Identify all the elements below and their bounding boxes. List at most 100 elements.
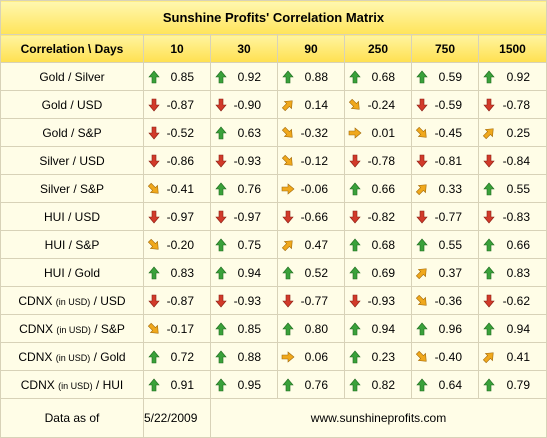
correlation-value: 0.94 xyxy=(506,321,530,336)
correlation-cell: -0.90 xyxy=(210,90,278,119)
correlation-value: -0.87 xyxy=(166,97,194,112)
correlation-cell: -0.78 xyxy=(344,146,412,175)
correlation-cell: 0.83 xyxy=(143,258,211,287)
matrix-row: Silver / USD -0.86 -0.93 -0.12 -0.78 -0.81 -0.… xyxy=(0,146,547,175)
green-up-arrow-icon xyxy=(348,350,362,364)
correlation-value: -0.62 xyxy=(502,293,530,308)
green-up-arrow-icon xyxy=(415,322,429,336)
pair-label-text: Gold / S&P xyxy=(42,125,102,140)
green-up-arrow-icon xyxy=(482,322,496,336)
correlation-cell: 0.79 xyxy=(478,370,547,399)
correlation-cell: -0.93 xyxy=(210,146,278,175)
green-up-arrow-icon xyxy=(348,70,362,84)
correlation-cell: 0.76 xyxy=(277,370,345,399)
correlation-value: -0.41 xyxy=(166,181,194,196)
correlation-value: 0.59 xyxy=(438,69,462,84)
matrix-row: CDNX (in USD) / Gold 0.72 0.88 0.06 0.23 -0.4… xyxy=(0,342,547,371)
green-up-arrow-icon xyxy=(214,350,228,364)
correlation-value: 0.92 xyxy=(237,69,261,84)
correlation-cell: 0.95 xyxy=(210,370,278,399)
red-down-arrow-icon xyxy=(348,210,362,224)
correlation-value: 0.01 xyxy=(371,125,395,140)
orange-down-right-arrow-icon xyxy=(415,350,429,364)
red-down-arrow-icon xyxy=(147,294,161,308)
correlation-value: -0.24 xyxy=(367,97,395,112)
pair-label: HUI / S&P xyxy=(0,230,144,259)
pair-label-text: CDNX xyxy=(19,321,57,336)
correlation-cell: 0.92 xyxy=(210,62,278,91)
correlation-value: 0.06 xyxy=(304,349,328,364)
green-up-arrow-icon xyxy=(348,182,362,196)
correlation-value: -0.17 xyxy=(166,321,194,336)
correlation-cell: -0.77 xyxy=(411,202,479,231)
correlation-cell: -0.45 xyxy=(411,118,479,147)
correlation-value: -0.12 xyxy=(300,153,328,168)
correlation-cell: 0.68 xyxy=(344,62,412,91)
red-down-arrow-icon xyxy=(214,210,228,224)
green-up-arrow-icon xyxy=(482,182,496,196)
red-down-arrow-icon xyxy=(415,154,429,168)
pair-label-text: CDNX xyxy=(18,293,56,308)
pair-label: CDNX (in USD) / S&P xyxy=(0,314,144,343)
correlation-value: -0.66 xyxy=(300,209,328,224)
correlation-cell: -0.84 xyxy=(478,146,547,175)
orange-right-arrow-icon xyxy=(281,182,295,196)
days-header-250: 250 xyxy=(344,34,412,63)
correlation-cell: 0.85 xyxy=(210,314,278,343)
correlation-value: 0.83 xyxy=(506,265,530,280)
correlation-cell: 0.88 xyxy=(277,62,345,91)
days-header-10: 10 xyxy=(143,34,211,63)
orange-up-right-arrow-icon xyxy=(482,126,496,140)
pair-label: Gold / USD xyxy=(0,90,144,119)
pair-label: Gold / S&P xyxy=(0,118,144,147)
matrix-row: Silver / S&P -0.41 0.76 -0.06 0.66 0.33 0.55 xyxy=(0,174,547,203)
orange-down-right-arrow-icon xyxy=(415,294,429,308)
correlation-value: 0.64 xyxy=(438,377,462,392)
correlation-cell: -0.40 xyxy=(411,342,479,371)
correlation-cell: -0.97 xyxy=(143,202,211,231)
days-header-1500: 1500 xyxy=(478,34,547,63)
correlation-cell: 0.23 xyxy=(344,342,412,371)
correlation-value: 0.94 xyxy=(371,321,395,336)
correlation-cell: -0.24 xyxy=(344,90,412,119)
correlation-cell: 0.76 xyxy=(210,174,278,203)
matrix-row: CDNX (in USD) / USD -0.87 -0.93 -0.77 -0.93 -… xyxy=(0,286,547,315)
correlation-cell: 0.33 xyxy=(411,174,479,203)
correlation-cell: 0.80 xyxy=(277,314,345,343)
red-down-arrow-icon xyxy=(482,210,496,224)
matrix-row: CDNX (in USD) / S&P -0.17 0.85 0.80 0.94 0.96… xyxy=(0,314,547,343)
orange-down-right-arrow-icon xyxy=(348,98,362,112)
green-up-arrow-icon xyxy=(214,238,228,252)
pair-label-qualifier: (in USD) xyxy=(55,296,91,307)
correlation-cell: -0.41 xyxy=(143,174,211,203)
pair-label-text: CDNX xyxy=(18,349,56,364)
correlation-cell: -0.12 xyxy=(277,146,345,175)
correlation-cell: 0.88 xyxy=(210,342,278,371)
matrix-row: HUI / S&P -0.20 0.75 0.47 0.68 0.55 0.66 xyxy=(0,230,547,259)
matrix-row: Gold / USD -0.87 -0.90 0.14 -0.24 -0.59 -0.78 xyxy=(0,90,547,119)
red-down-arrow-icon xyxy=(281,210,295,224)
red-down-arrow-icon xyxy=(147,126,161,140)
correlation-cell: 0.94 xyxy=(210,258,278,287)
red-down-arrow-icon xyxy=(415,98,429,112)
pair-label-text: Gold / Silver xyxy=(39,69,105,84)
green-up-arrow-icon xyxy=(415,70,429,84)
green-up-arrow-icon xyxy=(214,322,228,336)
correlation-value: 0.95 xyxy=(237,377,261,392)
red-down-arrow-icon xyxy=(147,210,161,224)
correlation-value: 0.25 xyxy=(506,125,530,140)
green-up-arrow-icon xyxy=(348,322,362,336)
correlation-cell: -0.20 xyxy=(143,230,211,259)
red-down-arrow-icon xyxy=(214,154,228,168)
correlation-cell: 0.59 xyxy=(411,62,479,91)
correlation-value: -0.82 xyxy=(367,209,395,224)
green-up-arrow-icon xyxy=(147,378,161,392)
correlation-cell: -0.32 xyxy=(277,118,345,147)
green-up-arrow-icon xyxy=(281,322,295,336)
correlation-value: 0.91 xyxy=(170,377,194,392)
correlation-value: -0.83 xyxy=(502,209,530,224)
red-down-arrow-icon xyxy=(147,98,161,112)
data-as-of-label: Data as of xyxy=(0,398,144,438)
correlation-value: -0.81 xyxy=(434,153,462,168)
pair-label-text: Silver / USD xyxy=(39,153,105,168)
